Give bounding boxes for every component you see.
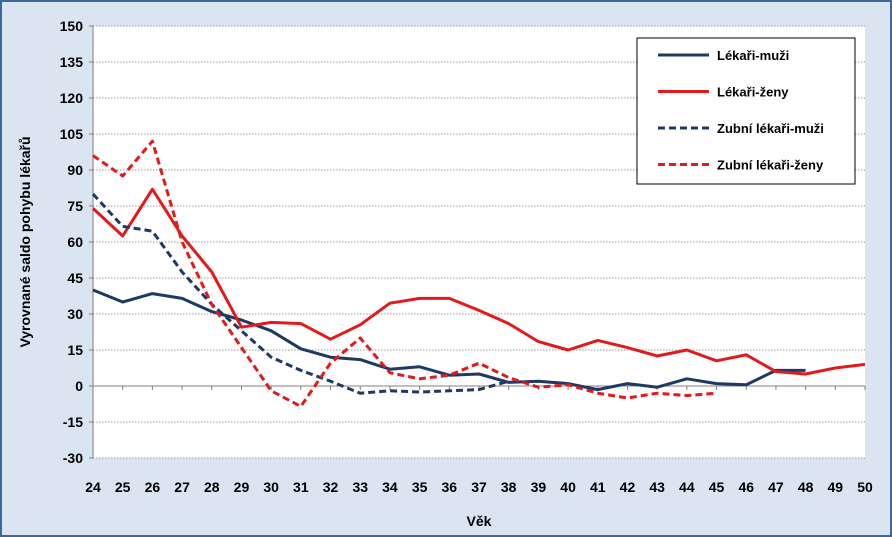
x-tick-label: 37: [471, 479, 487, 495]
x-axis-ticks: 24 25 26 27 28 29 30 31 32 33 34 35 36 37 38 39 40 41 42 43…: [85, 385, 873, 495]
y-tick-label: 30: [67, 306, 83, 322]
series-line: [92, 288, 806, 392]
x-tick-label: 43: [649, 479, 665, 495]
legend-label: Zubní lékaři-muži: [717, 121, 824, 136]
x-tick-label: 24: [85, 479, 101, 495]
y-tick-label: 120: [60, 90, 84, 106]
y-tick-label: 90: [67, 162, 83, 178]
legend-label: Zubní lékaři-ženy: [717, 158, 824, 173]
x-tick-label: 31: [293, 479, 309, 495]
legend-box: [636, 37, 856, 185]
x-tick-label: 35: [412, 479, 428, 495]
x-tick-label: 49: [828, 479, 844, 495]
y-tick-label: -15: [63, 414, 83, 430]
legend-label: Lékaři-muži: [717, 48, 789, 63]
x-tick-label: 26: [145, 479, 161, 495]
x-tick-label: 48: [798, 479, 814, 495]
x-tick-label: 33: [352, 479, 368, 495]
x-tick-label: 46: [738, 479, 754, 495]
y-axis-ticks: -30 -15 0 15 30 45 60 75 90 105 120 135 150: [60, 18, 94, 466]
y-tick-label: 15: [67, 342, 83, 358]
x-tick-label: 30: [263, 479, 279, 495]
x-tick-label: 39: [531, 479, 547, 495]
x-tick-label: 44: [679, 479, 695, 495]
y-tick-label: 45: [67, 270, 83, 286]
x-tick-label: 34: [382, 479, 398, 495]
x-tick-label: 42: [620, 479, 636, 495]
y-tick-label: 150: [60, 18, 84, 34]
y-tick-label: 60: [67, 234, 83, 250]
y-tick-label: 75: [67, 198, 83, 214]
series-lines: [91, 139, 866, 408]
x-tick-label: 29: [234, 479, 250, 495]
legend: Lékaři-muži Lékaři-ženy Zubní lékaři-muži Z…: [636, 37, 856, 185]
series-line: [91, 187, 866, 376]
x-tick-label: 28: [204, 479, 220, 495]
x-tick-label: 38: [501, 479, 517, 495]
y-tick-label: 0: [75, 378, 83, 394]
y-tick-label: 105: [60, 126, 84, 142]
x-tick-label: 41: [590, 479, 606, 495]
y-tick-label: 135: [60, 54, 84, 70]
x-tick-label: 50: [857, 479, 873, 495]
x-tick-label: 36: [442, 479, 458, 495]
series-line: [91, 192, 510, 395]
x-tick-label: 27: [174, 479, 190, 495]
x-tick-label: 40: [560, 479, 576, 495]
x-tick-label: 32: [323, 479, 339, 495]
series-line: [92, 139, 717, 408]
x-tick-label: 47: [768, 479, 784, 495]
x-tick-label: 45: [709, 479, 725, 495]
x-axis-title: Věk: [467, 513, 492, 529]
legend-label: Lékaři-ženy: [717, 85, 789, 100]
y-tick-label: -30: [63, 450, 83, 466]
y-axis-title: Vyrovnané saldo pohybu lékařů: [17, 136, 33, 347]
x-tick-label: 25: [115, 479, 131, 495]
